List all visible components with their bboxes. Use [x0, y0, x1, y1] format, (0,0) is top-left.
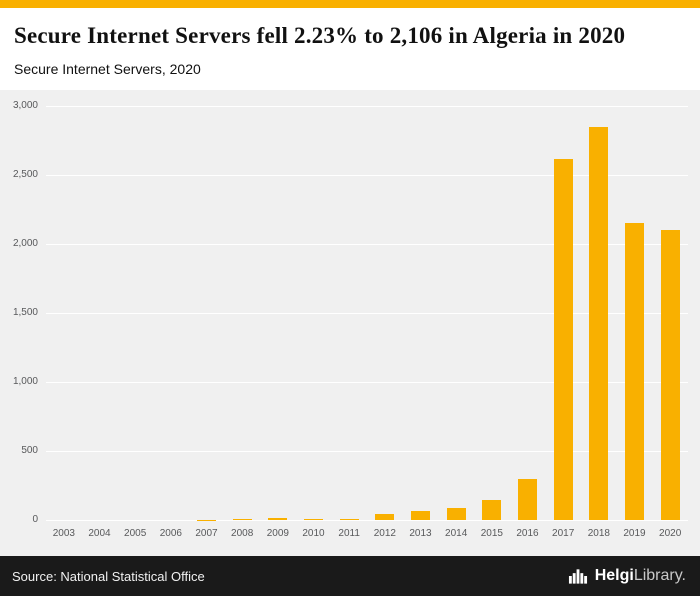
gridline-1500: [46, 313, 688, 315]
x-axis-label-2018: 2018: [587, 528, 610, 540]
chart-area: 0 500 1,000 1,500 2,000 2,500 3,000 2003 2004 200…: [0, 90, 700, 556]
helgi-logo-icon: [568, 569, 587, 584]
gridline-0: [46, 520, 688, 522]
logo-text: HelgiLibrary.: [595, 567, 686, 585]
page-title: Secure Internet Servers fell 2.23% to 2,…: [14, 23, 626, 48]
x-axis-label-2016: 2016: [516, 528, 539, 540]
x-axis-label-2019: 2019: [623, 528, 646, 540]
helgi-logo: HelgiLibrary.: [568, 567, 686, 585]
gridline-3000: [46, 106, 688, 108]
x-axis-label-2003: 2003: [52, 528, 75, 540]
bar-2014: [446, 507, 466, 521]
x-axis-label-2009: 2009: [266, 528, 289, 540]
bar-2012: [375, 514, 395, 521]
x-axis-label-2010: 2010: [302, 528, 325, 540]
y-axis-label-0: 0: [32, 514, 38, 526]
x-axis-label-2004: 2004: [88, 528, 111, 540]
x-axis-label-2012: 2012: [373, 528, 396, 540]
logo-text-helgi: Helgi: [594, 567, 634, 584]
bar-2016: [518, 478, 537, 521]
bar-2020: [660, 229, 680, 521]
gridline-2000: [46, 244, 688, 246]
bar-2010: [304, 518, 323, 521]
bar-2017: [553, 158, 573, 521]
x-axis-label-2006: 2006: [159, 528, 182, 540]
x-axis-label-2014: 2014: [445, 528, 468, 540]
x-axis-label-2013: 2013: [409, 528, 432, 540]
y-axis-label-2500: 2,500: [12, 169, 38, 181]
x-axis-label-2015: 2015: [480, 528, 503, 540]
y-axis-label-1500: 1,500: [12, 307, 38, 319]
x-axis-label-2008: 2008: [231, 528, 254, 540]
y-axis-label-1000: 1,000: [12, 376, 38, 388]
bar-2019: [625, 223, 644, 521]
bar-2013: [411, 511, 430, 521]
y-axis-label-500: 500: [21, 445, 38, 457]
x-axis-label-2005: 2005: [124, 528, 147, 540]
x-axis-label-2007: 2007: [195, 528, 218, 540]
x-axis-label-2017: 2017: [552, 528, 575, 540]
bar-2015: [482, 500, 502, 521]
gridline-1000: [46, 382, 688, 384]
logo-text-library: Library.: [633, 567, 686, 584]
gridline-2500: [46, 175, 688, 177]
bar-2018: [589, 127, 609, 521]
bar-2009: [268, 518, 288, 521]
chart-subtitle: Secure Internet Servers, 2020: [14, 61, 201, 78]
gridline-500: [46, 451, 688, 453]
y-axis-label-2000: 2,000: [12, 238, 38, 250]
bar-2008: [232, 518, 252, 521]
footer: Source: National Statistical Office Helg…: [0, 556, 700, 596]
bar-chart: 0 500 1,000 1,500 2,000 2,500 3,000 2003 2004 200…: [0, 90, 700, 556]
accent-bar: [0, 0, 700, 8]
bar-2007: [197, 519, 216, 521]
header: Secure Internet Servers fell 2.23% to 2,…: [0, 8, 700, 91]
bar-2011: [339, 518, 359, 521]
x-axis-label-2020: 2020: [659, 528, 682, 540]
x-axis-label-2011: 2011: [338, 528, 360, 540]
source-text: Source: National Statistical Office: [12, 568, 205, 584]
y-axis-label-3000: 3,000: [12, 100, 38, 112]
